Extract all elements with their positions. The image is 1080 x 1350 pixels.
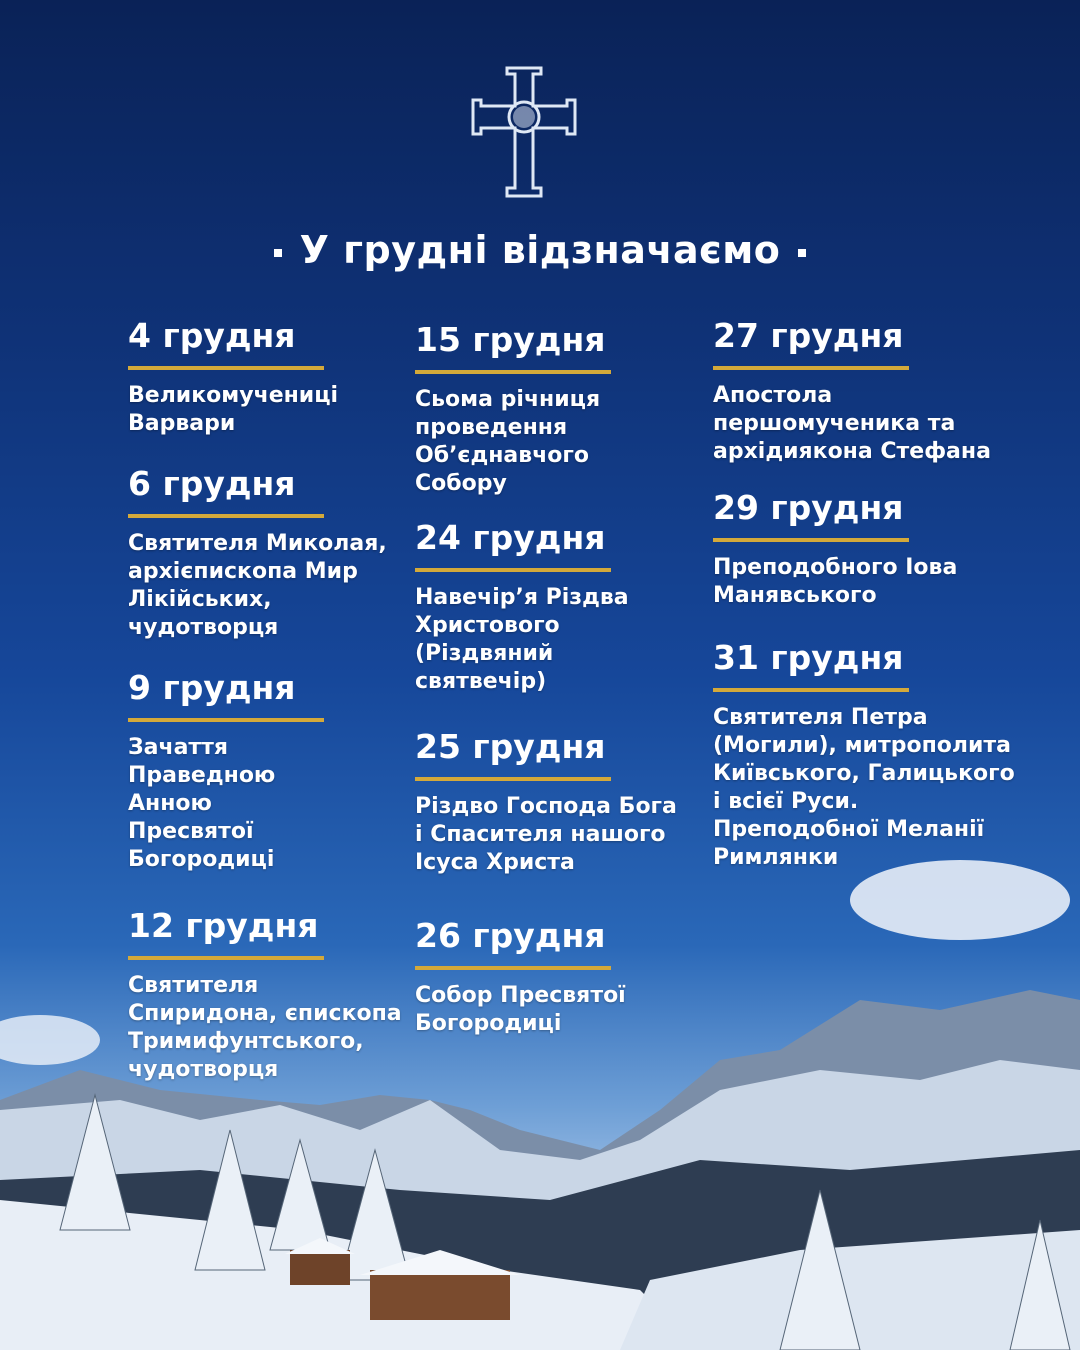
gold-divider [713,538,909,542]
event-date: 15 грудня [415,320,606,359]
event-description: Преподобного Іова Манявського [713,555,958,608]
event-dec-27: 27 грудня Апостола першомученика та архід… [713,316,1043,466]
gold-divider [713,366,909,370]
gold-divider [128,956,324,960]
gold-divider [713,688,909,692]
event-description: Апостола першомученика та архідиякона Ст… [713,383,991,464]
event-dec-29: 29 грудня Преподобного Іова Манявського [713,488,1043,610]
event-description: Зачаття Праведною Анною Пресвятої Богоро… [128,735,276,872]
event-dec-15: 15 грудня Сьома річниця проведення Об’єдн… [415,320,705,498]
event-date: 29 грудня [713,488,904,527]
event-date: 26 грудня [415,916,606,955]
title-text: У грудні відзначаємо [299,228,781,272]
gold-divider [415,966,611,970]
bullet-icon [273,248,282,257]
event-dec-12: 12 грудня Святителя Спиридона, єпископа Т… [128,906,418,1084]
gold-divider [415,777,611,781]
event-description: Великомучениці Варвари [128,383,339,436]
event-dec-4: 4 грудня Великомучениці Варвари [128,316,418,438]
event-date: 9 грудня [128,668,296,707]
cross-emblem-icon [471,66,577,198]
event-description: Святителя Спиридона, єпископа Тримифунтс… [128,973,402,1082]
event-dec-6: 6 грудня Святителя Миколая, архієпископа … [128,464,418,642]
event-description: Різдво Господа Бога і Спасителя нашого І… [415,794,677,875]
event-date: 12 грудня [128,906,319,945]
event-dec-26: 26 грудня Собор Пресвятої Богородиці [415,916,705,1038]
event-date: 27 грудня [713,316,904,355]
event-description: Святителя Петра (Могили), митрополита Ки… [713,705,1015,870]
gold-divider [415,370,611,374]
event-description: Навечір’я Різдва Христового (Різдвяний с… [415,585,629,694]
bullet-icon [798,248,807,257]
event-description: Святителя Миколая, архієпископа Мир Лікі… [128,531,387,640]
event-description: Собор Пресвятої Богородиці [415,983,626,1036]
gold-divider [128,718,324,722]
event-dec-24: 24 грудня Навечір’я Різдва Христового (Рі… [415,518,705,696]
gold-divider [415,568,611,572]
event-date: 24 грудня [415,518,606,557]
event-dec-9: 9 грудня Зачаття Праведною Анною Пресвято… [128,668,418,874]
gold-divider [128,366,324,370]
event-dec-31: 31 грудня Святителя Петра (Могили), митро… [713,638,1043,872]
gold-divider [128,514,324,518]
event-dec-25: 25 грудня Різдво Господа Бога і Спасителя… [415,727,705,877]
event-date: 4 грудня [128,316,296,355]
event-date: 31 грудня [713,638,904,677]
event-date: 25 грудня [415,727,606,766]
event-description: Сьома річниця проведення Об’єднавчого Со… [415,387,601,496]
page-title: У грудні відзначаємо [0,228,1080,272]
event-date: 6 грудня [128,464,296,503]
